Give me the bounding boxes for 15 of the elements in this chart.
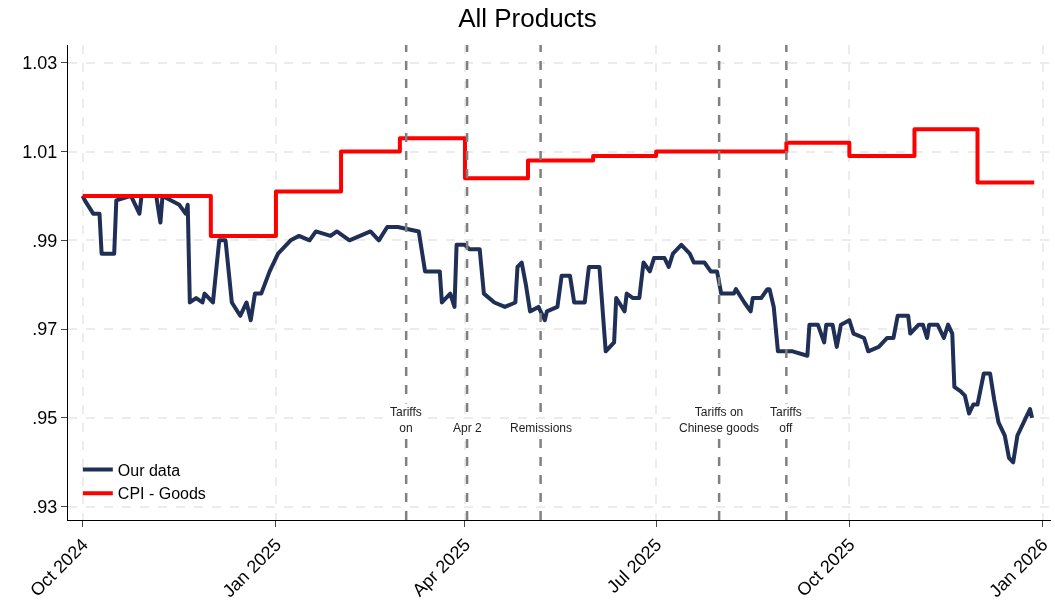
ref-line-label: Apr 2 (453, 421, 483, 435)
y-tick-label: .99 (32, 230, 58, 251)
y-tick-label: .93 (32, 496, 58, 517)
ref-line-label: Remissions (510, 421, 573, 435)
line-series (80, 193, 1035, 465)
y-tick-label: 1.03 (22, 53, 58, 74)
y-tick-label: .95 (32, 408, 58, 429)
y-tick-label: 1.01 (22, 141, 58, 162)
ref-line-label: Tariffs on (390, 405, 422, 435)
ref-line-label: Tariffs off (770, 405, 802, 435)
y-tick-label: .97 (32, 319, 58, 340)
legend-label: CPI - Goods (117, 485, 206, 503)
legend-label: Our data (117, 461, 181, 479)
ref-line-label: Tariffs on Chinese goods (679, 405, 760, 435)
chart-title: All Products (458, 3, 597, 34)
